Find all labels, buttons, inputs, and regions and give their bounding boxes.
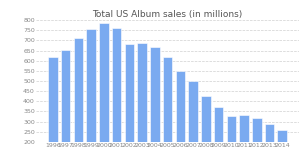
Bar xyxy=(201,96,210,167)
Bar xyxy=(175,71,185,167)
Bar xyxy=(112,28,121,167)
Bar xyxy=(252,118,262,167)
Bar xyxy=(239,115,249,167)
Bar xyxy=(226,116,236,167)
Bar xyxy=(150,47,160,167)
Title: Total US Album sales (in millions): Total US Album sales (in millions) xyxy=(92,10,243,19)
Bar xyxy=(61,50,70,167)
Bar xyxy=(125,44,134,167)
Bar xyxy=(265,124,274,167)
Bar xyxy=(74,38,83,167)
Bar xyxy=(188,81,198,167)
Bar xyxy=(163,57,172,167)
Bar xyxy=(278,130,287,167)
Bar xyxy=(86,29,96,167)
Bar xyxy=(214,107,223,167)
Bar xyxy=(48,57,58,167)
Bar xyxy=(99,23,109,167)
Bar xyxy=(137,43,147,167)
